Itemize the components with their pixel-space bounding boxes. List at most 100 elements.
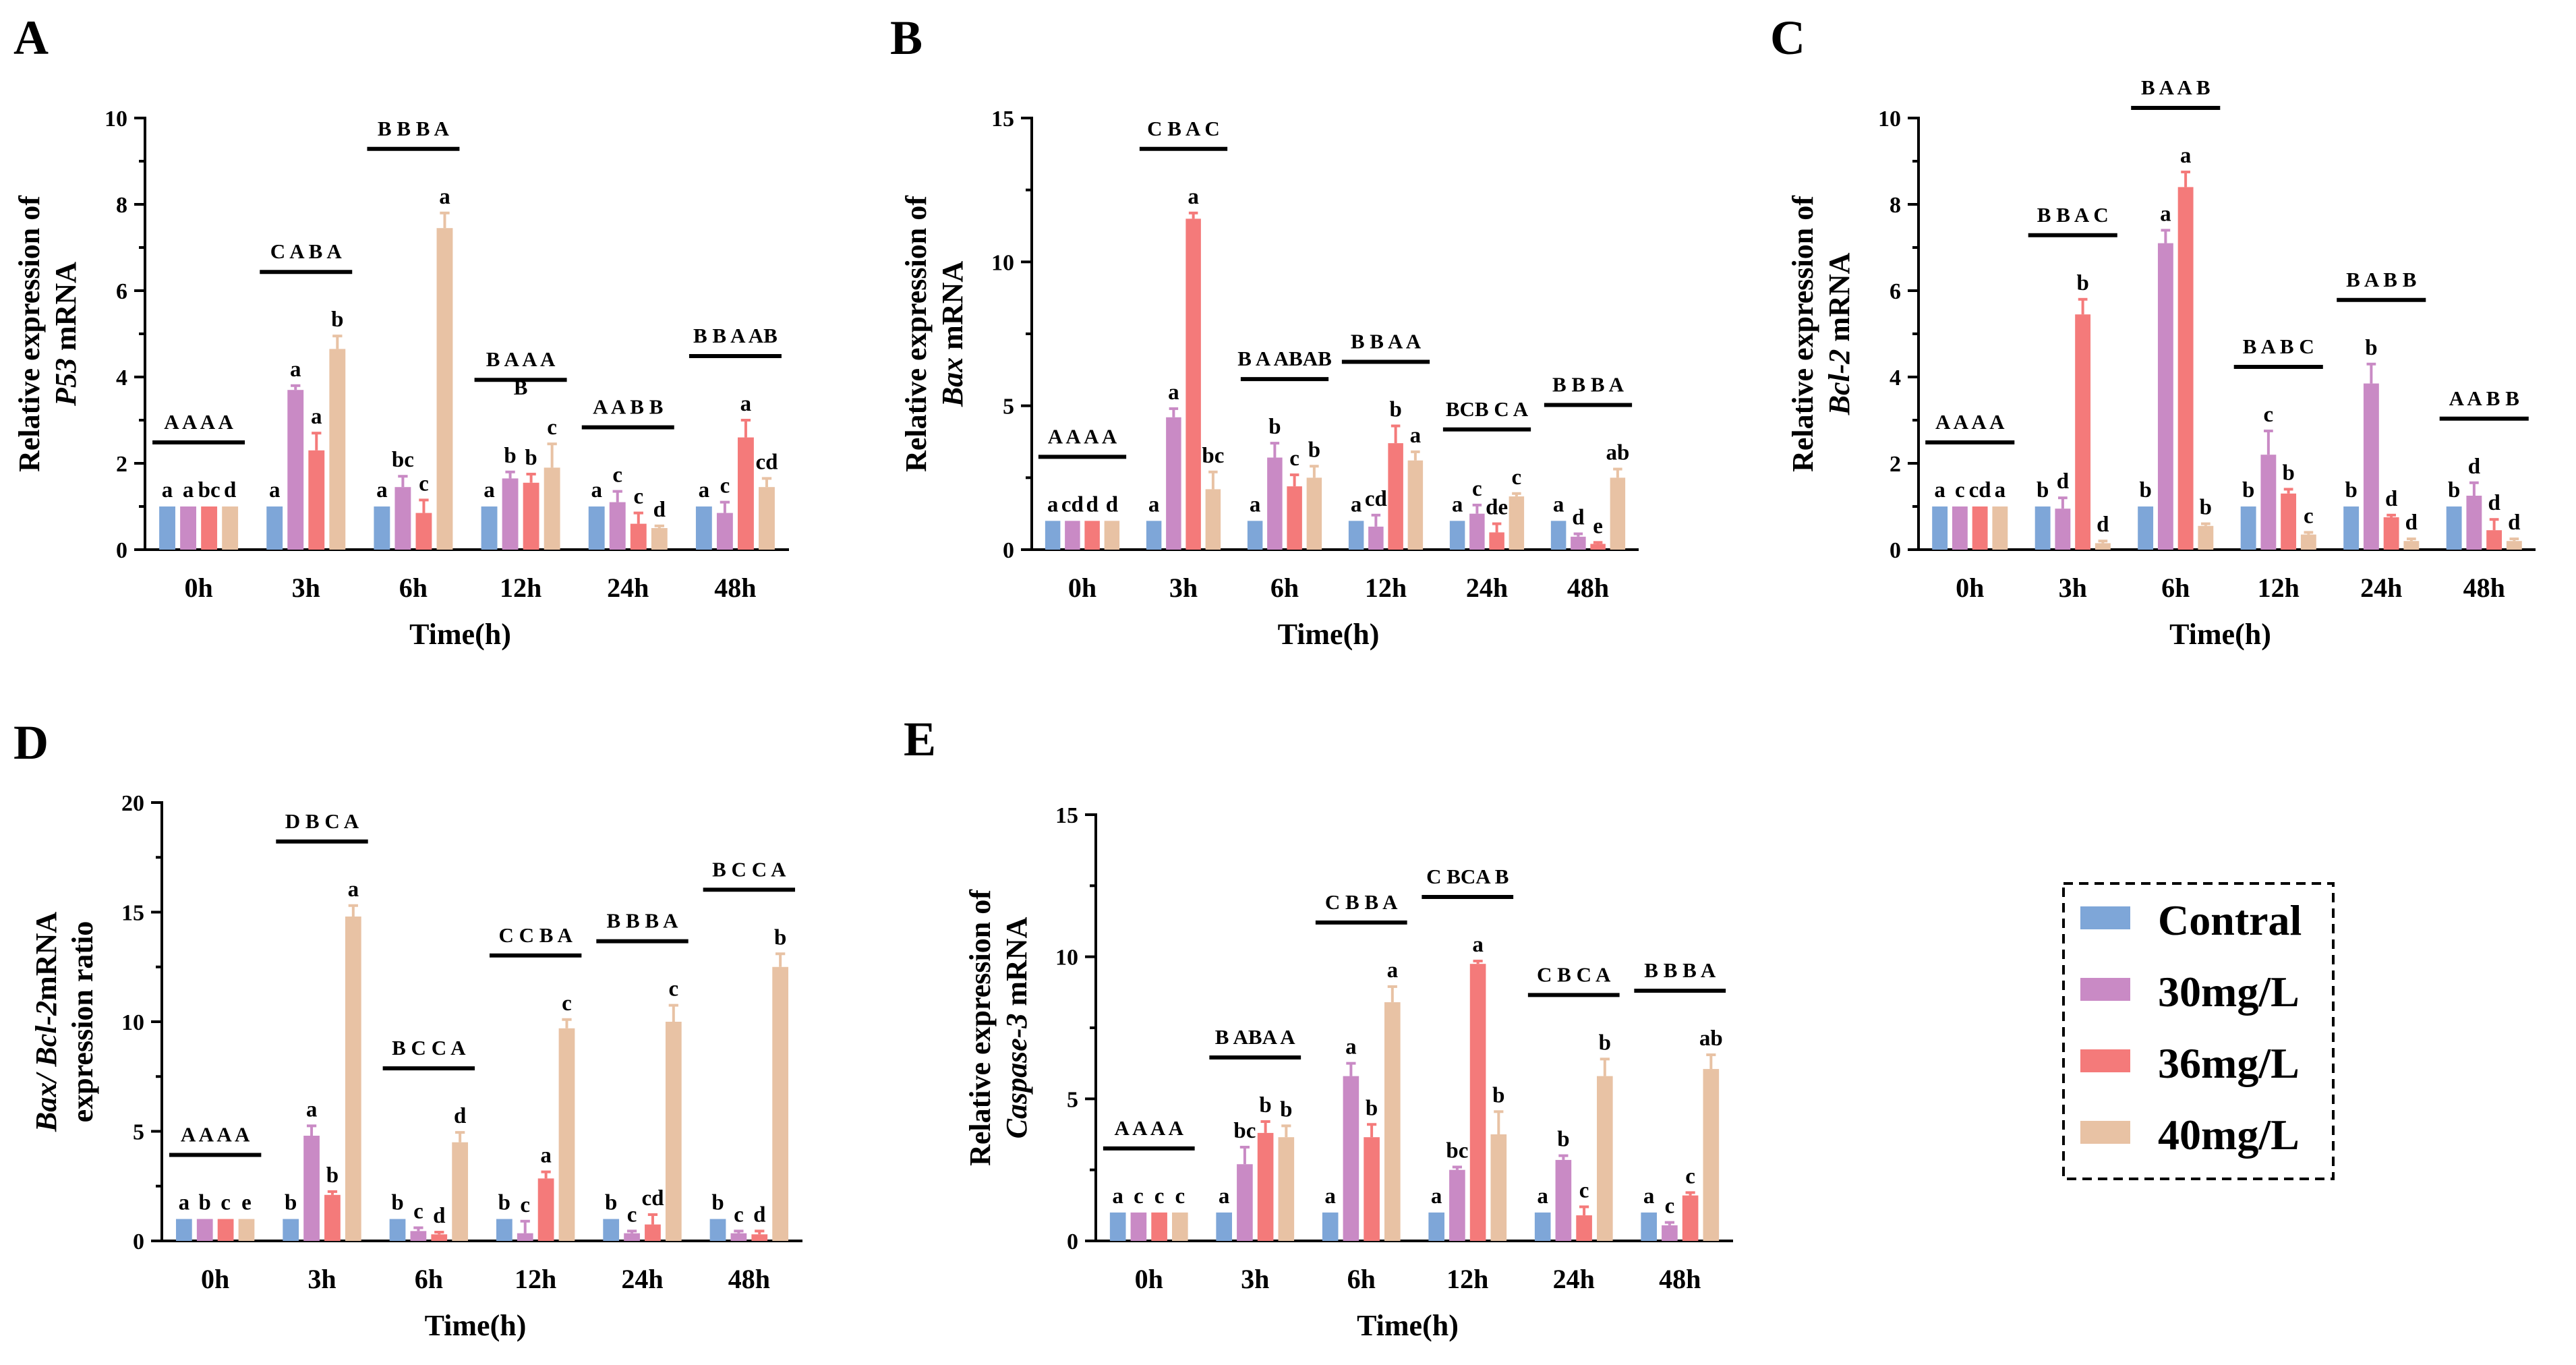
- bar-e-24h-s2: [1576, 1215, 1592, 1241]
- bar-b-3h-s1: [1166, 417, 1181, 550]
- bar-c-48h-s0: [2446, 506, 2462, 550]
- sig-letter-a-6h-s0: a: [376, 478, 388, 502]
- bar-d-24h-s1: [624, 1233, 640, 1241]
- y-axis-label-gene-c: Bcl-2: [1823, 349, 1856, 416]
- bar-e-0h-s2: [1151, 1212, 1167, 1241]
- x-tick-label-d-5: 48h: [728, 1264, 770, 1294]
- bar-c-3h-s0: [2035, 506, 2051, 550]
- bar-c-24h-s3: [2403, 541, 2420, 550]
- sig-letter-c-3h-s3: d: [2097, 513, 2109, 537]
- bar-e-0h-s1: [1130, 1212, 1147, 1241]
- bar-d-12h-s1: [517, 1233, 533, 1241]
- sig-letter-b-24h-s2: de: [1486, 496, 1508, 520]
- y-axis-label-suffix-b: mRNA: [936, 261, 969, 357]
- sig-letter-d-24h-s3: c: [668, 977, 678, 1001]
- x-tick-label-e-3: 12h: [1446, 1264, 1488, 1294]
- y-tick-label-b-0: 0: [1003, 538, 1014, 563]
- x-tick-label-e-4: 24h: [1553, 1264, 1595, 1294]
- bar-b-48h-s3: [1610, 477, 1626, 550]
- x-tick-label-e-1: 3h: [1241, 1264, 1269, 1294]
- bar-a-12h-s2: [523, 482, 539, 550]
- x-tick-label-b-5: 48h: [1567, 573, 1609, 603]
- sig-letter-c-6h-s2: a: [2180, 144, 2192, 168]
- y-axis-label-line1-d: Bax/ Bcl-2mRNA: [30, 912, 63, 1133]
- sig-letter-d-6h-s2: d: [433, 1204, 445, 1228]
- bar-b-6h-s3: [1306, 477, 1322, 550]
- x-tick-label-c-1: 3h: [2059, 573, 2087, 603]
- bar-b-3h-s3: [1205, 489, 1221, 550]
- bar-a-24h-s1: [609, 502, 626, 550]
- sig-letter-c-6h-s1: a: [2160, 202, 2171, 226]
- bar-b-6h-s2: [1287, 486, 1302, 550]
- sig-letter-d-6h-s1: c: [413, 1200, 423, 1224]
- sig-letter-d-48h-s1: c: [734, 1202, 744, 1227]
- bar-d-3h-s3: [345, 917, 361, 1241]
- bar-a-3h-s0: [266, 506, 283, 550]
- bar-d-0h-s3: [238, 1219, 255, 1241]
- group-label-d-5: B C C A: [712, 857, 786, 881]
- bar-d-0h-s2: [217, 1219, 234, 1241]
- sig-letter-a-24h-s2: c: [633, 485, 643, 509]
- sig-letter-b-24h-s1: c: [1472, 477, 1482, 501]
- sig-letter-c-12h-s1: c: [2264, 403, 2274, 427]
- x-tick-label-b-4: 24h: [1466, 573, 1508, 603]
- bar-a-24h-s3: [651, 528, 668, 550]
- bar-b-0h-s2: [1084, 521, 1100, 550]
- bar-c-48h-s2: [2486, 530, 2502, 550]
- sig-letter-e-48h-s0: a: [1643, 1184, 1655, 1209]
- y-axis-label-gene-a: P53: [49, 358, 82, 407]
- sig-letter-b-3h-s0: a: [1148, 492, 1160, 517]
- x-tick-label-a-4: 24h: [607, 573, 649, 603]
- sig-letter-b-24h-s3: c: [1512, 465, 1522, 490]
- bar-e-12h-s2: [1469, 964, 1486, 1241]
- group-label-c-2: B A A B: [2141, 76, 2211, 99]
- sig-letter-d-3h-s0: b: [285, 1191, 297, 1215]
- bar-d-0h-s0: [175, 1219, 192, 1241]
- sig-letter-b-3h-s3: bc: [1202, 444, 1224, 468]
- bar-c-48h-s1: [2466, 496, 2482, 550]
- bar-b-3h-s0: [1146, 521, 1162, 550]
- sig-letter-c-12h-s3: c: [2304, 504, 2314, 528]
- x-tick-label-e-0: 0h: [1135, 1264, 1163, 1294]
- sig-letter-c-48h-s0: b: [2448, 478, 2460, 502]
- bar-a-3h-s1: [287, 390, 304, 550]
- sig-letter-d-0h-s1: b: [199, 1191, 211, 1215]
- bar-e-6h-s1: [1343, 1076, 1359, 1241]
- x-tick-label-a-5: 48h: [714, 573, 756, 603]
- x-tick-label-d-2: 6h: [415, 1264, 443, 1294]
- y-axis-label-e: Relative expression of Caspase-3 mRNA: [964, 889, 1033, 1166]
- sig-letter-c-6h-s3: b: [2200, 496, 2212, 520]
- sig-letter-a-12h-s2: b: [525, 446, 537, 470]
- legend-label-30mg: 30mg/L: [2158, 968, 2300, 1016]
- sig-letter-a-0h-s3: d: [224, 478, 236, 502]
- bar-e-24h-s0: [1534, 1212, 1551, 1241]
- group-label-b-2: B A ABAB: [1237, 347, 1332, 370]
- sig-letter-b-12h-s0: a: [1351, 492, 1362, 517]
- sig-letter-e-0h-s3: c: [1175, 1184, 1185, 1209]
- sig-letter-c-24h-s1: b: [2365, 336, 2377, 360]
- sig-letter-e-3h-s1: bc: [1233, 1119, 1256, 1143]
- bar-b-12h-s2: [1388, 443, 1403, 550]
- panel-letter-d: D: [13, 716, 49, 769]
- sig-letter-d-0h-s0: a: [179, 1191, 190, 1215]
- bar-c-12h-s1: [2260, 455, 2277, 550]
- sig-letter-c-48h-s2: d: [2488, 491, 2500, 515]
- sig-letter-b-6h-s0: a: [1250, 492, 1261, 517]
- bar-e-0h-s3: [1172, 1212, 1188, 1241]
- y-tick-label-e-0: 0: [1067, 1229, 1078, 1254]
- legend-swatch-30mg: [2080, 978, 2130, 1001]
- group-label-c-0: A A A A: [1935, 410, 2005, 434]
- y-tick-label-a-0: 0: [116, 538, 127, 563]
- bar-a-3h-s3: [329, 349, 346, 550]
- x-tick-label-e-5: 48h: [1659, 1264, 1701, 1294]
- bar-d-6h-s2: [431, 1234, 448, 1241]
- sig-letter-e-12h-s0: a: [1431, 1184, 1442, 1209]
- group-label-b-3: B B A A: [1351, 330, 1422, 353]
- sig-letter-c-48h-s3: d: [2508, 511, 2520, 535]
- bar-a-24h-s0: [588, 506, 605, 550]
- sig-letter-b-0h-s0: a: [1047, 492, 1059, 517]
- sig-letter-c-24h-s2: d: [2385, 487, 2397, 511]
- bar-a-12h-s3: [544, 467, 560, 550]
- bar-c-48h-s3: [2506, 541, 2522, 550]
- y-tick-label-b-3: 15: [991, 107, 1014, 132]
